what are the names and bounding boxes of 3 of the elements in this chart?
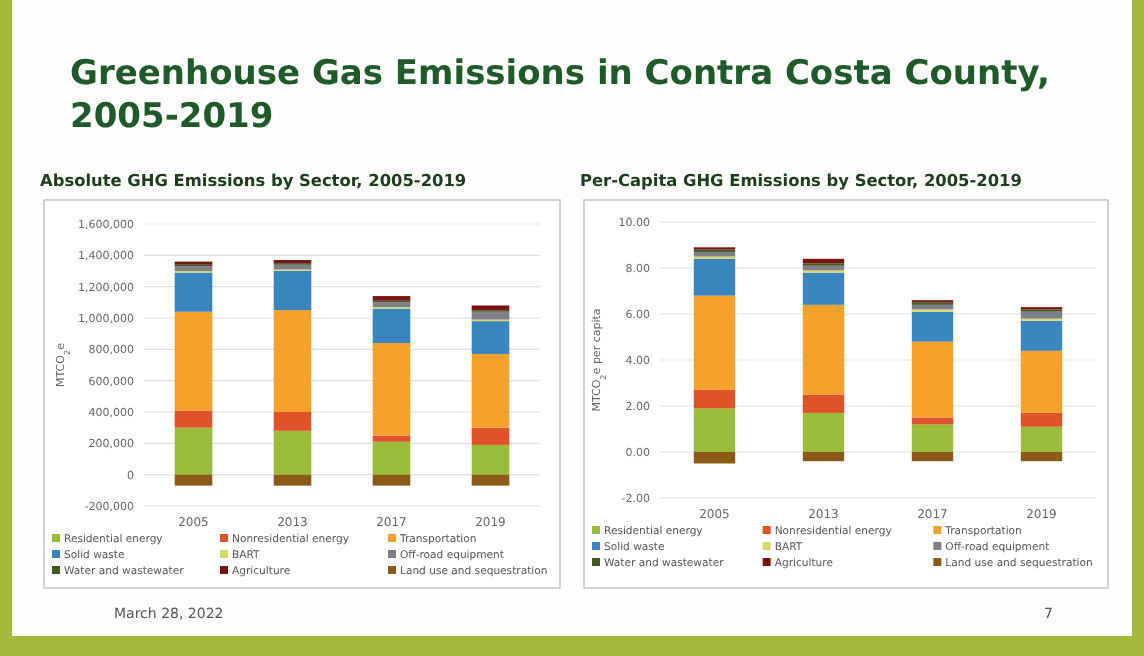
chart-title: Per-Capita GHG Emissions by Sector, 2005-2019 xyxy=(580,170,1023,190)
chart-title: Absolute GHG Emissions by Sector, 2005-2019 xyxy=(40,170,467,190)
text: Greenhouse Gas Emissions in Contra Costa County, 2005-2019 xyxy=(70,54,1050,137)
